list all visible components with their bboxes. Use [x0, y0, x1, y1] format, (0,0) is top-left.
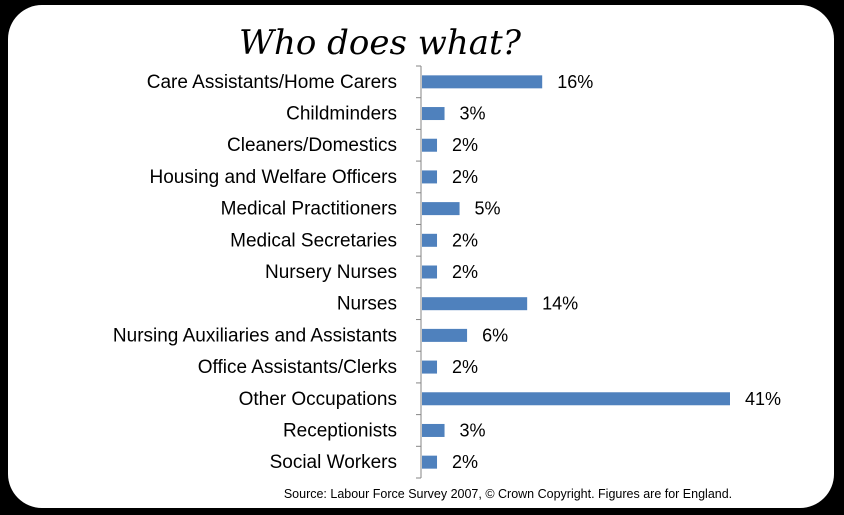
value-label: 2% — [452, 357, 478, 377]
category-label: Nurses — [337, 294, 397, 315]
category-label: Nursing Auxiliaries and Assistants — [113, 325, 397, 346]
category-label: Housing and Welfare Officers — [150, 167, 397, 188]
category-label: Childminders — [286, 104, 397, 125]
value-label: 5% — [475, 199, 501, 219]
bar — [422, 392, 730, 406]
value-label: 2% — [452, 135, 478, 155]
bar — [422, 107, 445, 121]
bar — [422, 297, 528, 311]
bar — [422, 170, 438, 184]
bar — [422, 138, 438, 152]
bar — [422, 233, 438, 247]
value-label: 41% — [745, 389, 781, 409]
category-label: Nursery Nurses — [265, 262, 397, 283]
value-label: 3% — [460, 420, 486, 440]
value-label: 6% — [482, 325, 508, 345]
chart-title: Who does what? — [239, 23, 522, 63]
value-label: 2% — [452, 262, 478, 282]
value-label: 16% — [557, 72, 593, 92]
bar — [422, 265, 438, 279]
category-label: Social Workers — [270, 452, 397, 473]
value-label: 2% — [452, 230, 478, 250]
category-label: Care Assistants/Home Carers — [147, 72, 397, 93]
source-note: Source: Labour Force Survey 2007, © Crow… — [284, 487, 732, 501]
category-label: Other Occupations — [239, 389, 397, 410]
category-label: Medical Secretaries — [230, 230, 397, 251]
category-label: Receptionists — [283, 420, 397, 441]
value-label: 3% — [460, 104, 486, 124]
bar — [422, 202, 460, 216]
bars: Care Assistants/Home Carers 16% Childminde… — [113, 65, 781, 479]
bar — [422, 328, 468, 342]
bar — [422, 423, 445, 437]
bar — [422, 360, 438, 374]
value-label: 2% — [452, 452, 478, 472]
value-label: 14% — [542, 294, 578, 314]
category-label: Medical Practitioners — [221, 199, 397, 220]
category-label: Office Assistants/Clerks — [198, 357, 397, 378]
value-label: 2% — [452, 167, 478, 187]
bar — [422, 455, 438, 469]
category-label: Cleaners/Domestics — [227, 135, 397, 156]
bar — [422, 75, 543, 89]
